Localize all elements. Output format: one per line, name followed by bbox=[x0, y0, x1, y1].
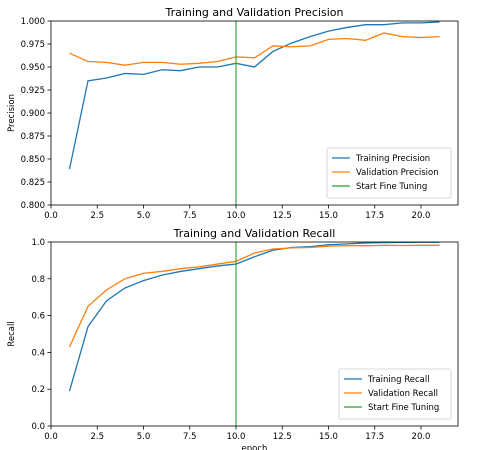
legend-label: Start Fine Tuning bbox=[356, 182, 427, 192]
x-tick-label: 15.0 bbox=[319, 211, 338, 221]
y-tick-label: 0.900 bbox=[21, 109, 45, 119]
legend-box bbox=[326, 147, 452, 199]
series-line-training-recall bbox=[68, 242, 440, 392]
x-tick-label: 10.0 bbox=[227, 211, 246, 221]
y-tick-label: 0.875 bbox=[21, 132, 45, 142]
x-tick-label: 0.0 bbox=[44, 211, 58, 221]
legend: Training Precision Validation Precision St… bbox=[326, 147, 452, 199]
legend-label: Training Precision bbox=[355, 154, 430, 164]
y-tick-label: 0.800 bbox=[21, 201, 45, 211]
x-axis-label: epoch bbox=[242, 444, 268, 450]
y-tick-label: 0.925 bbox=[21, 86, 45, 96]
x-tick-label: 20.0 bbox=[412, 432, 431, 442]
x-tick-label: 5.0 bbox=[137, 211, 151, 221]
chart-panel-1: Training and Validation Precision Precisi… bbox=[7, 6, 459, 221]
legend: Training Recall Validation Recall Start Fi… bbox=[338, 368, 452, 420]
x-tick-label: 12.5 bbox=[273, 211, 292, 221]
legend-label: Start Fine Tuning bbox=[368, 403, 439, 413]
y-tick-label: 1.000 bbox=[21, 17, 45, 27]
y-tick-label: 0.950 bbox=[21, 63, 45, 73]
x-tick-label: 20.0 bbox=[412, 211, 431, 221]
y-tick-label: 0.0 bbox=[31, 422, 45, 432]
plot-area-frame bbox=[50, 20, 459, 206]
x-tick-label: 17.5 bbox=[365, 211, 384, 221]
y-tick-label: 1.0 bbox=[31, 238, 45, 248]
x-tick-label: 2.5 bbox=[90, 432, 104, 442]
series-line-validation-recall bbox=[68, 244, 440, 348]
x-tick-label: 0.0 bbox=[44, 432, 58, 442]
legend-label: Validation Precision bbox=[356, 168, 439, 178]
legend-label: Validation Recall bbox=[368, 389, 438, 399]
x-tick-label: 5.0 bbox=[137, 432, 151, 442]
y-tick-label: 0.825 bbox=[21, 178, 45, 188]
chart-title: Training and Validation Recall bbox=[173, 227, 336, 240]
series-line-validation-precision bbox=[69, 32, 440, 66]
y-tick-label: 0.4 bbox=[31, 348, 45, 358]
chart-title: Training and Validation Precision bbox=[165, 6, 344, 19]
y-tick-label: 0.6 bbox=[31, 312, 45, 322]
plot-area-frame bbox=[50, 241, 459, 427]
chart-panel-2: Training and Validation Recall Recall epoc… bbox=[7, 227, 459, 450]
y-axis-label: Recall bbox=[7, 321, 17, 346]
y-tick-label: 0.8 bbox=[31, 275, 45, 285]
legend-label: Training Recall bbox=[367, 375, 430, 385]
y-tick-label: 0.850 bbox=[21, 155, 45, 165]
y-tick-label: 0.2 bbox=[31, 385, 45, 395]
x-tick-label: 12.5 bbox=[273, 432, 292, 442]
y-axis-label: Precision bbox=[7, 94, 17, 132]
y-tick-label: 0.975 bbox=[21, 40, 45, 50]
series-line-training-precision bbox=[68, 21, 440, 170]
legend-box bbox=[338, 368, 452, 420]
x-tick-label: 17.5 bbox=[365, 432, 384, 442]
x-tick-label: 7.5 bbox=[183, 432, 197, 442]
x-tick-label: 15.0 bbox=[319, 432, 338, 442]
x-tick-label: 10.0 bbox=[227, 432, 246, 442]
x-tick-label: 2.5 bbox=[90, 211, 104, 221]
x-tick-label: 7.5 bbox=[183, 211, 197, 221]
